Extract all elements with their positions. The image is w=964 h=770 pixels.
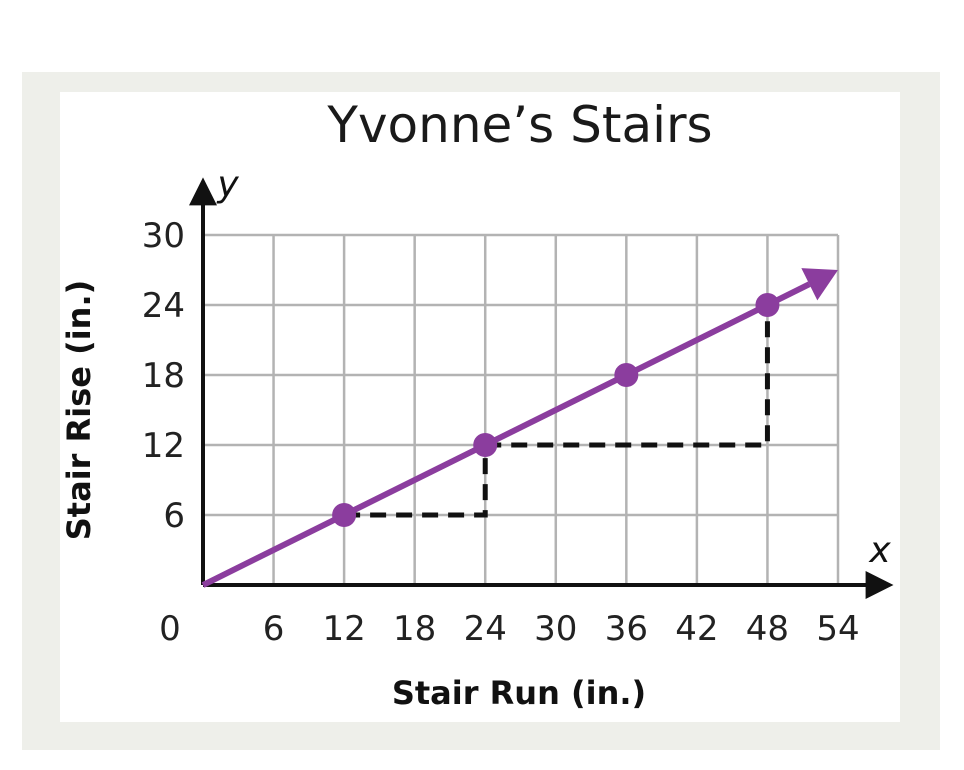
slope-triangles	[344, 305, 770, 518]
x-tick-label: 24	[464, 609, 507, 649]
y-tick-label: 18	[142, 356, 185, 396]
data-point	[473, 433, 498, 457]
y-tick-label: 6	[163, 496, 185, 536]
x-tick-label: 18	[393, 609, 436, 649]
x-tick-label: 48	[746, 609, 789, 649]
x-axis-variable: x	[868, 530, 891, 571]
tick-labels: 6 12 18 24 30 36 42 48 54 6 12 18 24 30	[142, 216, 860, 649]
axes	[189, 177, 894, 599]
series-arrowhead	[801, 268, 838, 301]
y-tick-label: 30	[142, 216, 185, 256]
x-tick-label: 36	[605, 609, 648, 649]
origin-label: 0	[159, 609, 181, 649]
chart-title: Yvonne’s Stairs	[326, 96, 712, 154]
series-line	[201, 281, 811, 588]
slope-triangle	[485, 305, 770, 448]
data-point	[332, 503, 357, 527]
slope-triangle	[344, 445, 488, 518]
data-series	[201, 268, 838, 588]
x-tick-label: 12	[322, 609, 365, 649]
data-point	[755, 293, 780, 317]
data-point	[614, 363, 639, 387]
y-tick-label: 12	[142, 426, 185, 466]
grid	[203, 233, 840, 585]
y-tick-label: 24	[142, 286, 185, 326]
x-tick-label: 42	[675, 609, 718, 649]
x-tick-label: 54	[816, 609, 859, 649]
x-axis-title: Stair Run (in.)	[392, 674, 646, 712]
x-tick-label: 30	[534, 609, 577, 649]
x-tick-label: 6	[263, 609, 285, 649]
y-axis-title: Stair Rise (in.)	[60, 280, 98, 540]
y-axis-variable: y	[216, 164, 239, 205]
